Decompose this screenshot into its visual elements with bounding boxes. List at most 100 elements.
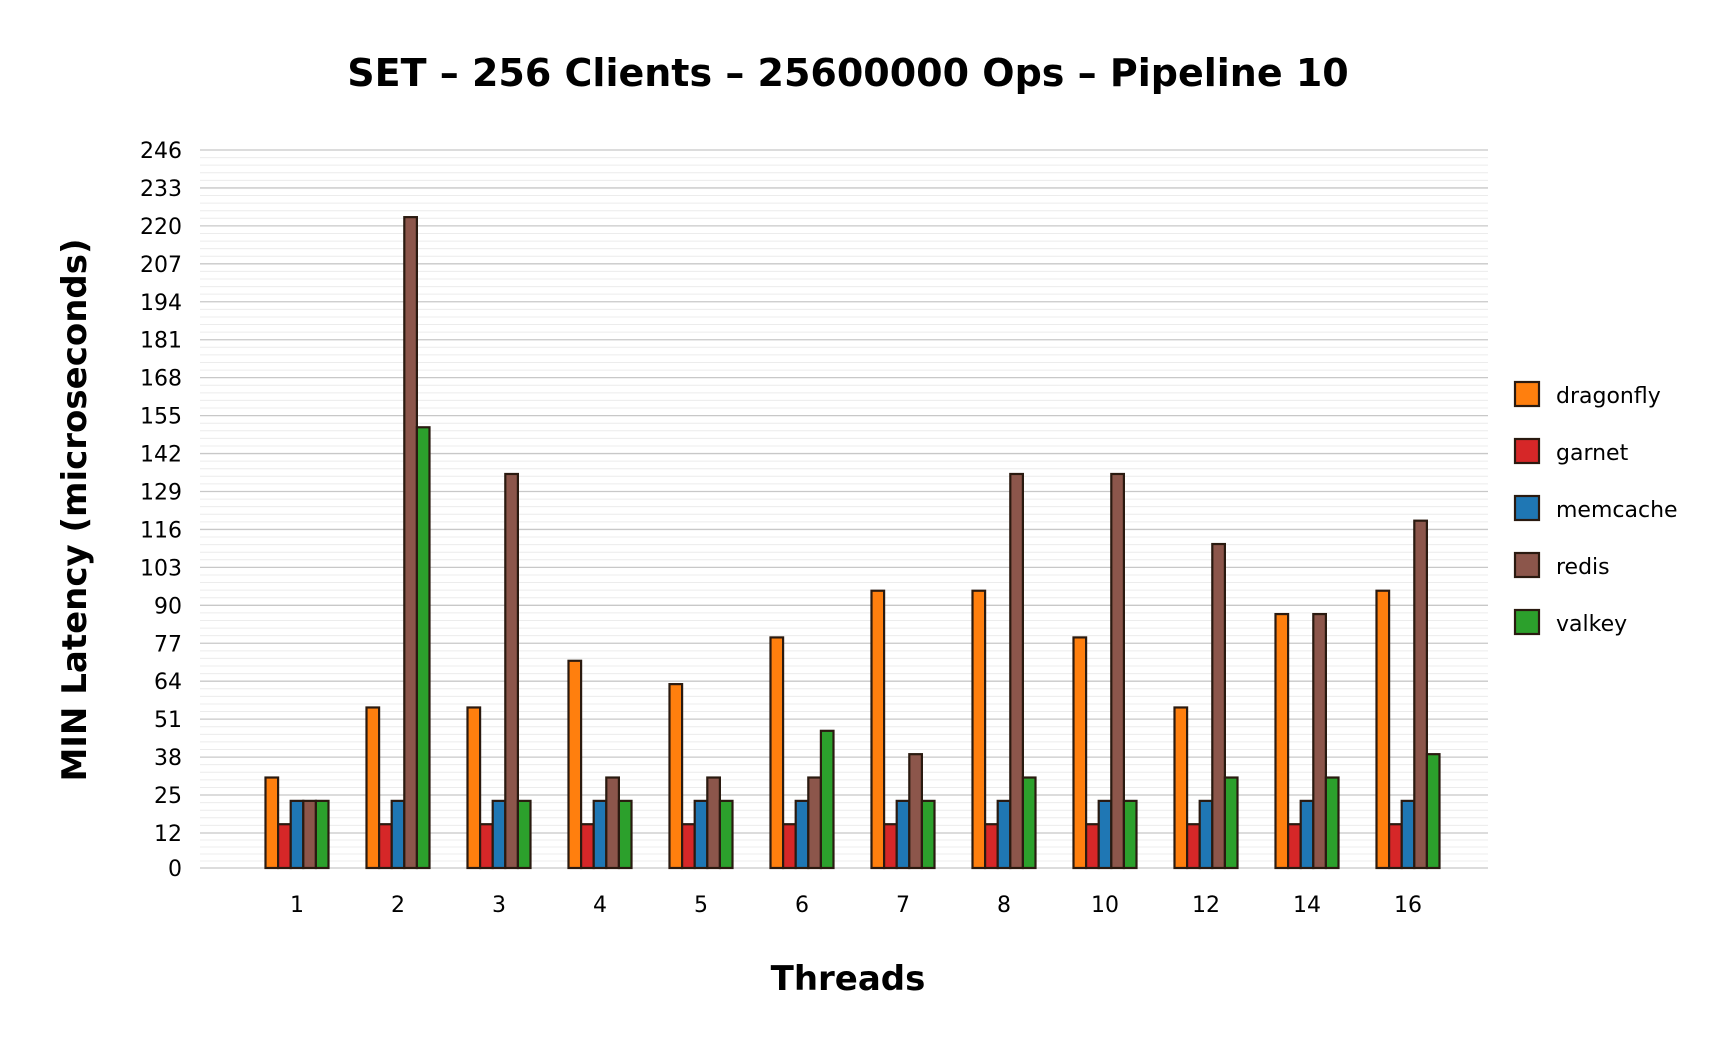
y-tick-label: 181	[140, 329, 182, 354]
bar-garnet-16	[1387, 823, 1403, 870]
bar-valkey-12	[1223, 776, 1239, 870]
y-tick-label: 168	[140, 367, 182, 392]
y-tick-label: 12	[154, 822, 182, 847]
bar-garnet-3	[479, 823, 494, 870]
x-tick-label: 14	[1293, 893, 1321, 918]
legend-label-memcache: memcache	[1556, 498, 1678, 523]
bar-valkey-7	[920, 799, 936, 870]
bar-dragonfly-5	[668, 683, 684, 870]
bar-valkey-1	[314, 799, 330, 870]
bar-memcache-8	[996, 799, 1012, 870]
bar-garnet-5	[680, 823, 696, 870]
x-tick-label: 2	[391, 893, 405, 918]
y-tick-label: 51	[154, 708, 182, 733]
legend-label-garnet: garnet	[1556, 441, 1629, 466]
bar-memcache-16	[1400, 799, 1416, 870]
bar-memcache-6	[794, 799, 810, 870]
legend-label-redis: redis	[1556, 555, 1610, 580]
bar-garnet-14	[1286, 823, 1302, 870]
y-tick-label: 116	[140, 518, 182, 543]
bar-redis-5	[706, 776, 721, 870]
y-tick-label: 103	[140, 556, 182, 581]
bar-dragonfly-6	[769, 636, 785, 870]
y-tick-label: 129	[140, 480, 182, 505]
legend-swatch-redis	[1513, 551, 1541, 579]
y-tick-label: 0	[168, 857, 182, 882]
bars	[264, 216, 1441, 870]
bar-dragonfly-14	[1274, 612, 1290, 870]
bar-memcache-5	[693, 799, 709, 870]
bar-redis-16	[1413, 519, 1429, 870]
x-tick-label: 12	[1192, 893, 1220, 918]
y-tick-label: 194	[140, 291, 182, 316]
bar-valkey-6	[819, 729, 835, 870]
bar-garnet-7	[882, 823, 898, 870]
bar-redis-4	[605, 776, 620, 870]
bar-memcache-2	[390, 799, 406, 870]
y-tick-label: 155	[140, 405, 182, 430]
bar-garnet-8	[983, 823, 999, 870]
x-tick-label: 4	[593, 893, 607, 918]
x-axis-title: Threads	[771, 959, 926, 999]
bar-redis-8	[1009, 472, 1024, 870]
legend-swatch-dragonfly	[1513, 380, 1541, 408]
y-tick-label: 38	[154, 746, 182, 771]
y-tick-labels: 0 12 25 38 51 64 77 90 103 116 129 142 155 168 181 194 2…	[140, 139, 182, 882]
y-tick-label: 77	[154, 632, 182, 657]
x-tick-labels: 1 2 3 4 5 6 7 8 10 12 14 16	[290, 893, 1422, 918]
bar-valkey-8	[1021, 776, 1037, 870]
bar-redis-14	[1312, 612, 1328, 870]
bar-dragonfly-3	[466, 706, 482, 870]
bar-redis-3	[504, 472, 519, 870]
bar-memcache-7	[895, 799, 911, 870]
y-tick-label: 25	[154, 784, 182, 809]
bar-dragonfly-7	[870, 589, 886, 870]
y-tick-label: 90	[154, 594, 182, 619]
bar-dragonfly-16	[1375, 589, 1391, 870]
bar-memcache-1	[289, 799, 305, 870]
bar-valkey-3	[516, 799, 532, 870]
x-tick-label: 6	[795, 893, 809, 918]
bar-dragonfly-10	[1072, 636, 1088, 870]
bar-redis-2	[403, 216, 418, 870]
grid-lines	[200, 149, 1488, 869]
bar-dragonfly-2	[365, 706, 381, 870]
bar-dragonfly-12	[1173, 706, 1189, 870]
bar-valkey-10	[1122, 799, 1138, 870]
legend-swatch-garnet	[1513, 437, 1541, 465]
bar-dragonfly-8	[971, 589, 987, 870]
y-axis-title: MIN Latency (microseconds)	[55, 238, 95, 781]
x-tick-label: 7	[896, 893, 910, 918]
bar-dragonfly-4	[567, 659, 583, 870]
bar-memcache-3	[491, 799, 507, 870]
x-tick-label: 16	[1394, 893, 1422, 918]
x-tick-label: 10	[1091, 893, 1119, 918]
legend-swatch-valkey	[1513, 608, 1541, 636]
bar-redis-7	[908, 753, 923, 870]
bar-memcache-4	[592, 799, 608, 870]
x-tick-label: 8	[997, 893, 1011, 918]
bar-garnet-6	[781, 823, 797, 870]
bar-valkey-5	[718, 799, 734, 870]
bar-redis-1	[302, 799, 317, 870]
y-tick-label: 233	[140, 177, 182, 202]
y-tick-label: 142	[140, 443, 182, 468]
legend: dragonfly garnet memcache redis valkey	[1513, 380, 1678, 637]
legend-swatch-memcache	[1513, 494, 1541, 522]
bar-valkey-2	[415, 426, 431, 870]
legend-label-dragonfly: dragonfly	[1556, 384, 1661, 409]
y-tick-label: 64	[154, 670, 182, 695]
bar-garnet-4	[579, 823, 595, 870]
legend-label-valkey: valkey	[1556, 612, 1627, 637]
bar-memcache-10	[1097, 799, 1113, 870]
bar-valkey-4	[617, 799, 633, 870]
y-tick-label: 220	[140, 215, 182, 240]
bar-redis-6	[807, 776, 822, 870]
bar-garnet-12	[1185, 823, 1201, 870]
x-tick-label: 1	[290, 893, 304, 918]
bar-redis-12	[1211, 542, 1227, 870]
bar-dragonfly-1	[264, 776, 280, 870]
chart-title: SET – 256 Clients – 25600000 Ops – Pipel…	[347, 51, 1348, 95]
bar-valkey-16	[1425, 753, 1441, 870]
